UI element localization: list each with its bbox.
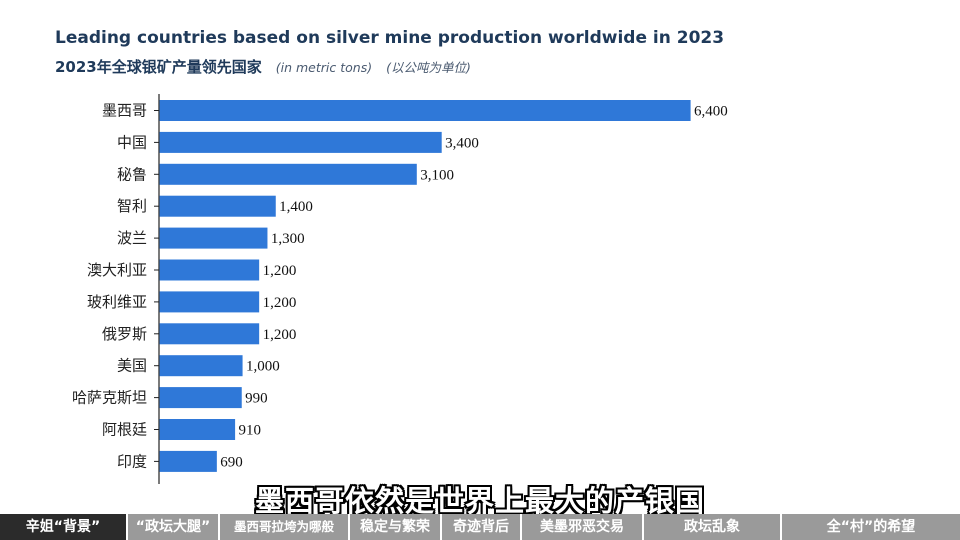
value-label: 1,200 xyxy=(263,327,297,343)
category-label: 俄罗斯 xyxy=(102,325,147,343)
nav-chapter-8[interactable]: 全“村”的希望 xyxy=(782,514,960,540)
chart-title-cn: 2023年全球银矿产量领先国家 xyxy=(55,58,262,76)
nav-chapter-6[interactable]: 美墨邪恶交易 xyxy=(522,514,644,540)
bar-chart: 墨西哥 6,400 中国 3,400 秘鲁 3,100 智利 1,400 波兰 1,300 澳大利亚… xyxy=(72,94,728,484)
bar-6 xyxy=(159,291,260,313)
bar-11 xyxy=(159,450,217,472)
nav-chapter-1[interactable]: 辛姐“背景” xyxy=(0,514,128,540)
category-label: 阿根廷 xyxy=(102,421,147,439)
value-label: 3,100 xyxy=(420,167,454,183)
category-label: 美国 xyxy=(117,357,147,375)
unit-label-en: (in metric tons) xyxy=(275,60,373,75)
category-label: 墨西哥 xyxy=(102,102,147,120)
category-label: 玻利维亚 xyxy=(87,293,147,311)
bar-9 xyxy=(159,387,242,409)
bar-4 xyxy=(159,227,268,249)
value-label: 1,300 xyxy=(271,231,305,247)
value-label: 1,200 xyxy=(263,295,297,311)
nav-chapter-5[interactable]: 奇迹背后 xyxy=(442,514,522,540)
category-label: 中国 xyxy=(117,133,147,151)
chart-subtitle-row: 2023年全球银矿产量领先国家 (in metric tons) (以公吨为单位… xyxy=(55,56,481,78)
nav-chapter-2[interactable]: “政坛大腿” xyxy=(128,514,220,540)
value-label: 690 xyxy=(220,454,243,470)
category-label: 波兰 xyxy=(117,229,147,247)
bar-3 xyxy=(159,195,276,217)
value-label: 1,400 xyxy=(279,199,313,215)
bar-10 xyxy=(159,419,236,440)
category-label: 印度 xyxy=(117,452,147,470)
unit-label-cn: (以公吨为单位) xyxy=(386,60,471,75)
bar-8 xyxy=(159,355,243,377)
nav-chapter-7[interactable]: 政坛乱象 xyxy=(644,514,782,540)
chart-title-en: Leading countries based on silver mine p… xyxy=(55,28,725,48)
value-label: 990 xyxy=(245,391,268,407)
value-label: 1,200 xyxy=(263,263,297,279)
bar-1 xyxy=(159,131,442,153)
bar-2 xyxy=(159,163,417,185)
bar-7 xyxy=(159,323,260,345)
category-label: 秘鲁 xyxy=(117,165,147,183)
category-label: 智利 xyxy=(117,197,147,215)
video-subtitle: 墨西哥依然是世界上最大的产银国 xyxy=(254,484,705,518)
bar-5 xyxy=(159,259,260,281)
value-label: 1,000 xyxy=(246,359,280,375)
category-label: 澳大利亚 xyxy=(87,261,147,279)
value-label: 3,400 xyxy=(445,135,479,151)
value-label: 910 xyxy=(239,423,262,439)
category-label: 哈萨克斯坦 xyxy=(72,389,147,407)
nav-chapter-4[interactable]: 稳定与繁荣 xyxy=(350,514,442,540)
bar-0 xyxy=(159,100,691,121)
nav-chapter-3[interactable]: 墨西哥拉垮为哪般 xyxy=(220,514,350,540)
chapter-nav-bar: 辛姐“背景” “政坛大腿” 墨西哥拉垮为哪般 稳定与繁荣 奇迹背后 美墨邪恶交易 政坛乱象全… xyxy=(0,514,960,540)
value-label: 6,400 xyxy=(694,104,728,120)
